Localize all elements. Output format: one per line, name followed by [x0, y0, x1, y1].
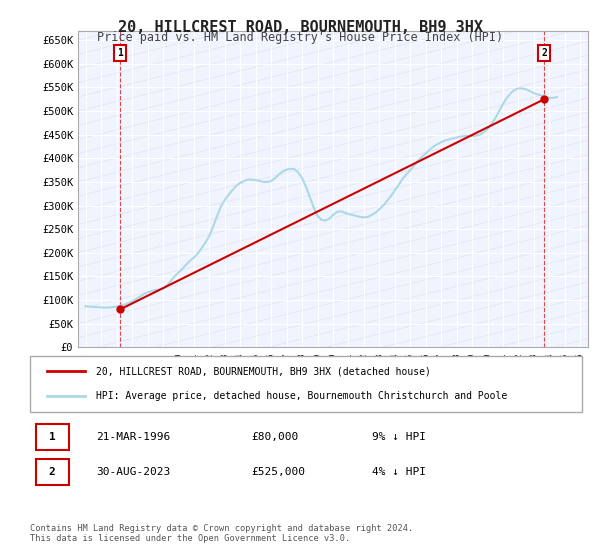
- Text: 2: 2: [49, 467, 55, 477]
- Text: 21-MAR-1996: 21-MAR-1996: [96, 432, 170, 442]
- Text: 20, HILLCREST ROAD, BOURNEMOUTH, BH9 3HX (detached house): 20, HILLCREST ROAD, BOURNEMOUTH, BH9 3HX…: [96, 366, 431, 376]
- Text: 1: 1: [49, 432, 55, 442]
- Text: 4% ↓ HPI: 4% ↓ HPI: [372, 467, 426, 477]
- Text: 1: 1: [117, 48, 123, 58]
- FancyBboxPatch shape: [30, 356, 582, 412]
- Text: Contains HM Land Registry data © Crown copyright and database right 2024.
This d: Contains HM Land Registry data © Crown c…: [30, 524, 413, 543]
- Text: £80,000: £80,000: [251, 432, 298, 442]
- Text: £525,000: £525,000: [251, 467, 305, 477]
- Text: Price paid vs. HM Land Registry's House Price Index (HPI): Price paid vs. HM Land Registry's House …: [97, 31, 503, 44]
- FancyBboxPatch shape: [35, 424, 68, 450]
- FancyBboxPatch shape: [35, 459, 68, 485]
- Text: 20, HILLCREST ROAD, BOURNEMOUTH, BH9 3HX: 20, HILLCREST ROAD, BOURNEMOUTH, BH9 3HX: [118, 20, 482, 35]
- Text: 9% ↓ HPI: 9% ↓ HPI: [372, 432, 426, 442]
- Text: 30-AUG-2023: 30-AUG-2023: [96, 467, 170, 477]
- Text: HPI: Average price, detached house, Bournemouth Christchurch and Poole: HPI: Average price, detached house, Bour…: [96, 391, 508, 401]
- Text: 2: 2: [541, 48, 547, 58]
